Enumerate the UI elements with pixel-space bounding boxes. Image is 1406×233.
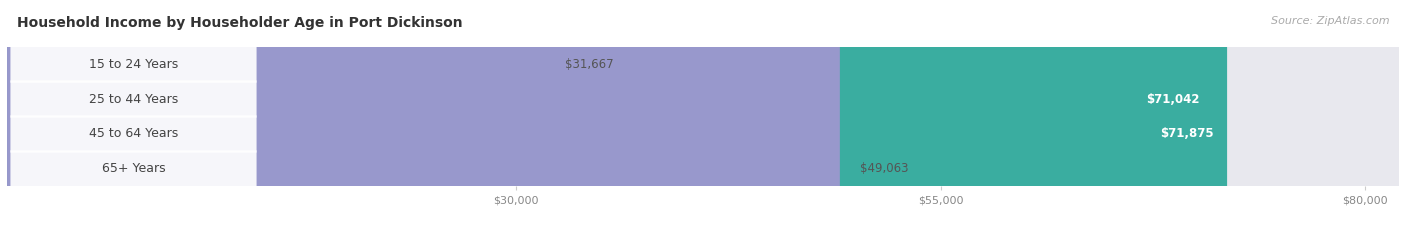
Bar bbox=[7, 47, 1399, 82]
Text: 45 to 64 Years: 45 to 64 Years bbox=[89, 127, 179, 140]
Bar bbox=[7, 82, 1399, 116]
Bar bbox=[7, 151, 1399, 186]
FancyBboxPatch shape bbox=[10, 80, 256, 118]
FancyBboxPatch shape bbox=[10, 150, 256, 188]
FancyBboxPatch shape bbox=[10, 45, 256, 83]
Text: $71,042: $71,042 bbox=[1146, 93, 1199, 106]
Text: $31,667: $31,667 bbox=[565, 58, 613, 71]
FancyBboxPatch shape bbox=[7, 0, 1399, 233]
Text: 15 to 24 Years: 15 to 24 Years bbox=[89, 58, 179, 71]
FancyBboxPatch shape bbox=[7, 0, 544, 233]
FancyBboxPatch shape bbox=[7, 0, 1227, 233]
Text: 65+ Years: 65+ Years bbox=[101, 162, 166, 175]
FancyBboxPatch shape bbox=[7, 0, 1399, 233]
Text: Source: ZipAtlas.com: Source: ZipAtlas.com bbox=[1271, 16, 1389, 26]
FancyBboxPatch shape bbox=[7, 0, 839, 233]
FancyBboxPatch shape bbox=[7, 0, 1399, 233]
FancyBboxPatch shape bbox=[7, 0, 1399, 233]
FancyBboxPatch shape bbox=[10, 115, 256, 153]
Bar bbox=[7, 116, 1399, 151]
Text: $71,875: $71,875 bbox=[1160, 127, 1213, 140]
Text: $49,063: $49,063 bbox=[860, 162, 908, 175]
Text: Household Income by Householder Age in Port Dickinson: Household Income by Householder Age in P… bbox=[17, 16, 463, 30]
Text: 25 to 44 Years: 25 to 44 Years bbox=[89, 93, 179, 106]
FancyBboxPatch shape bbox=[7, 0, 1213, 233]
